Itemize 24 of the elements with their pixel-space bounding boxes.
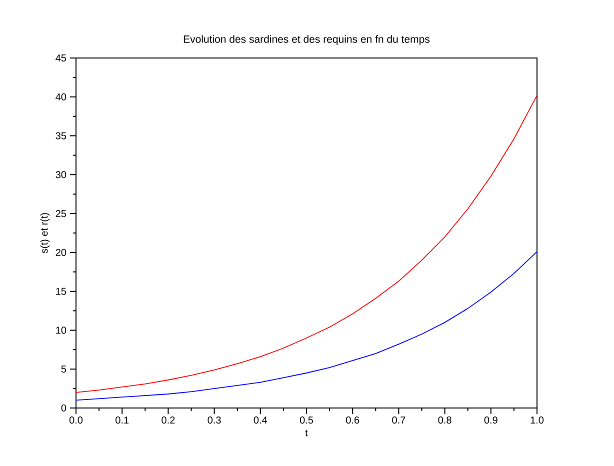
x-tick-label: 0.9	[484, 416, 498, 424]
x-tick-label: 0.4	[254, 416, 268, 424]
x-tick-label: 0.8	[438, 416, 452, 424]
x-tick-label: 1.0	[530, 416, 544, 424]
y-axis-title: s(t) et r(t)	[40, 213, 50, 254]
y-tick-label: 30	[56, 171, 66, 178]
chart-title: Evolution des sardines et des requins en fn du temps	[184, 35, 430, 45]
y-tick-label: 15	[56, 288, 66, 295]
y-tick-label: 35	[56, 132, 66, 140]
y-tick-label: 10	[56, 326, 66, 334]
x-tick-label: 0.0	[69, 416, 83, 424]
y-tick-label: 40	[56, 93, 66, 100]
x-tick-label: 0.7	[392, 416, 406, 424]
y-tick-label: 20	[56, 248, 66, 256]
x-tick-label: 0.3	[208, 416, 221, 424]
x-axis-title: t	[305, 430, 308, 436]
x-tick-label: 0.1	[116, 416, 129, 424]
x-tick-label: 0.2	[162, 416, 175, 424]
x-tick-label: 0.6	[346, 416, 360, 424]
y-tick-label: 45	[56, 54, 66, 62]
y-tick-label: 0	[61, 404, 66, 412]
y-tick-label: 5	[61, 366, 66, 373]
y-tick-label: 25	[56, 210, 66, 218]
x-tick-label: 0.5	[300, 416, 314, 424]
